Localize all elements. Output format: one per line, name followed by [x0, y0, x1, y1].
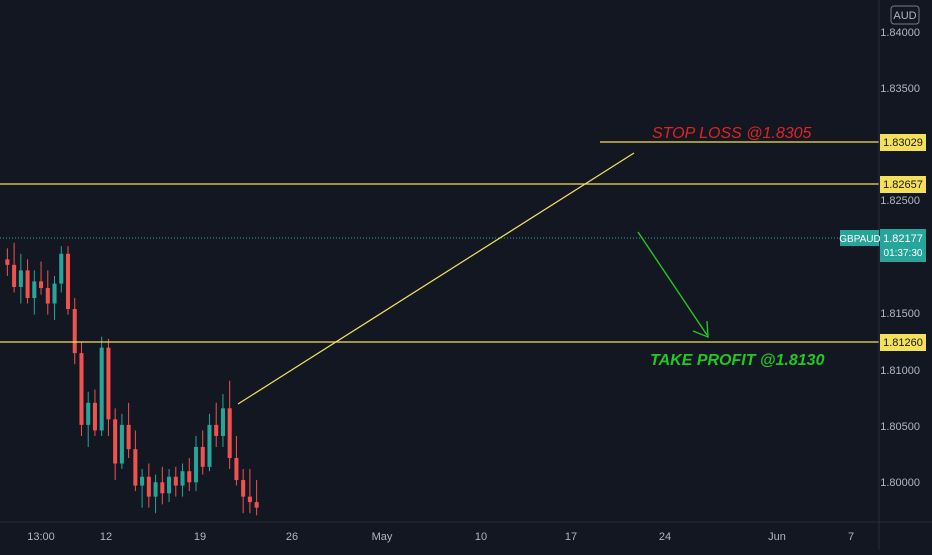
x-tick-label: 26 [286, 531, 298, 543]
y-tick-label: 1.82500 [880, 195, 920, 207]
candle-up[interactable] [180, 471, 185, 486]
last-price-label: 1.82177 [883, 233, 923, 245]
resistance-price-label: 1.82657 [883, 179, 923, 191]
candle-down[interactable] [12, 264, 17, 287]
currency-box[interactable] [890, 5, 920, 25]
stop-loss-annotation: STOP LOSS @1.8305 [652, 125, 812, 142]
symbol-label: GBPAUD [839, 234, 881, 245]
y-tick-label: 1.80500 [880, 421, 920, 433]
x-tick-label: 13:00 [27, 531, 55, 543]
candle-down[interactable] [227, 408, 232, 458]
y-tick-label: 1.83500 [880, 83, 920, 95]
last-price-badge[interactable] [880, 229, 926, 262]
x-tick-label: Jun [768, 531, 786, 543]
candle-up[interactable] [18, 270, 23, 287]
candle-up[interactable] [167, 476, 172, 494]
x-tick-label: 10 [475, 531, 487, 543]
candle-up[interactable] [153, 482, 158, 497]
candle-down[interactable] [5, 259, 10, 265]
x-tick-label: 12 [100, 531, 112, 543]
candle-down[interactable] [254, 502, 259, 508]
candle-up[interactable] [140, 476, 145, 486]
candle-down[interactable] [133, 449, 138, 486]
x-tick-label: May [372, 531, 393, 543]
candle-down[interactable] [79, 353, 84, 425]
candle-down[interactable] [106, 347, 111, 420]
candle-down[interactable] [247, 496, 252, 503]
candle-down[interactable] [241, 480, 246, 497]
candle-up[interactable] [193, 446, 199, 483]
candle-down[interactable] [72, 309, 77, 354]
y-tick-label: 1.81500 [880, 308, 920, 320]
take-profit-price-label: 1.81260 [883, 337, 923, 349]
projection-arrow-line[interactable] [637, 231, 708, 336]
x-tick-label: 17 [565, 531, 577, 543]
y-tick-label: 1.84000 [880, 27, 920, 39]
candle-up[interactable] [86, 402, 91, 425]
trend-line[interactable] [237, 152, 635, 405]
candle-down[interactable] [65, 253, 71, 310]
candle-down[interactable] [25, 270, 30, 298]
candle-down[interactable] [45, 288, 50, 304]
currency-label: AUD [893, 10, 916, 22]
stop-loss-price-label: 1.83029 [883, 137, 923, 149]
candle-down[interactable] [39, 281, 44, 289]
candle-down[interactable] [173, 476, 178, 486]
x-tick-label: 7 [848, 531, 854, 543]
candle-up[interactable] [207, 424, 212, 467]
take-profit-price-badge[interactable] [880, 334, 926, 351]
candle-down[interactable] [234, 457, 239, 481]
price-axis[interactable]: AUD 1.84000 1.83500 1.82500 1.81500 1.81… [839, 0, 926, 550]
time-axis[interactable]: 13:00 12 19 26 May 10 17 24 Jun 7 [0, 521, 932, 543]
take-profit-annotation: TAKE PROFIT @1.8130 [650, 352, 825, 369]
x-tick-label: 19 [194, 531, 206, 543]
resistance-price-badge[interactable] [880, 176, 926, 193]
candle-down[interactable] [214, 424, 219, 436]
candle-down[interactable] [126, 424, 131, 450]
candle-up[interactable] [220, 408, 225, 436]
candle-down[interactable] [92, 402, 97, 431]
symbol-badge[interactable] [840, 230, 879, 246]
candle-down[interactable] [200, 446, 205, 467]
y-tick-label: 1.81000 [880, 365, 920, 377]
candle-up[interactable] [119, 424, 124, 464]
candle-up[interactable] [99, 347, 104, 431]
candle-down[interactable] [160, 482, 165, 494]
candle-up[interactable] [59, 253, 64, 284]
candle-down[interactable] [187, 471, 192, 483]
candle-up[interactable] [52, 283, 57, 304]
candle-down[interactable] [113, 419, 118, 464]
x-tick-label: 24 [659, 531, 671, 543]
stop-loss-price-badge[interactable] [880, 134, 926, 151]
countdown-label: 01:37:30 [884, 248, 923, 259]
y-tick-label: 1.80000 [880, 477, 920, 489]
candle-down[interactable] [146, 476, 151, 497]
projection-arrowhead [692, 320, 709, 339]
candle-up[interactable] [32, 281, 37, 298]
candles [5, 242, 259, 516]
